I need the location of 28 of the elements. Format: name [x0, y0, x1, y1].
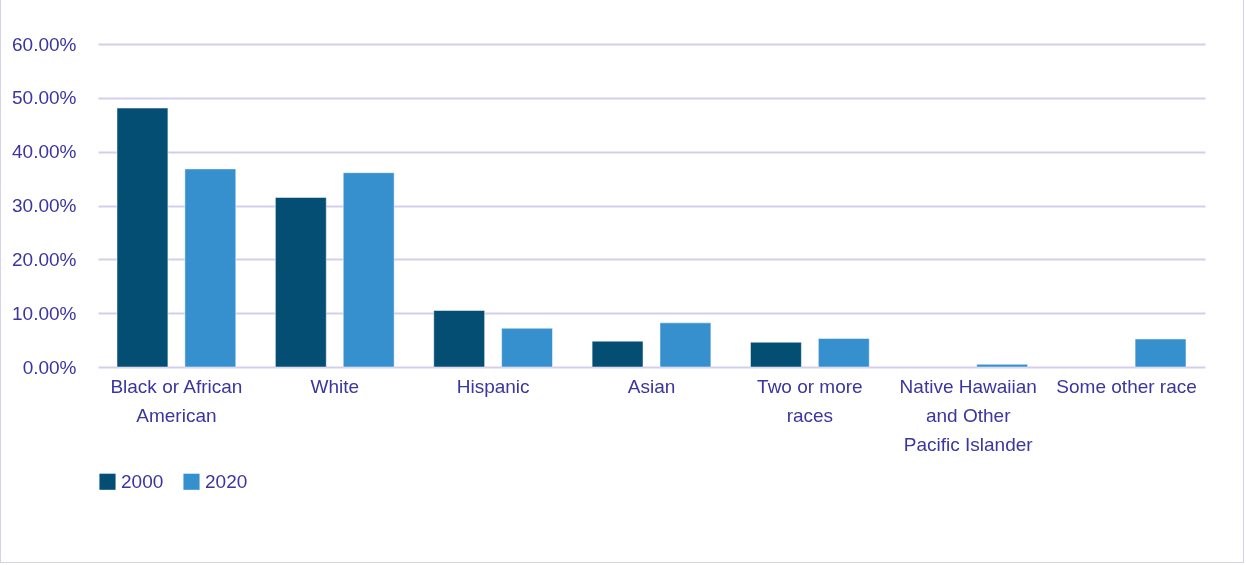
bar [184, 168, 237, 368]
y-tick-label: 0.00% [22, 356, 77, 378]
y-tick-label: 10.00% [12, 302, 77, 324]
y-tick-label: 30.00% [12, 195, 77, 216]
bar [116, 107, 169, 368]
x-tick-label: Native Hawaiian and Other Pacific Islander [899, 375, 1037, 455]
x-tick-label: White [310, 375, 360, 397]
x-tick-label: Some other race [1056, 375, 1197, 397]
bar [750, 341, 802, 368]
bar [818, 338, 870, 368]
x-tick-label: Black or African American [110, 375, 243, 426]
bar [591, 340, 644, 368]
bar [501, 327, 553, 368]
x-tick-label: Hispanic [456, 375, 530, 397]
bar [659, 322, 712, 368]
y-tick-label: 20.00% [12, 248, 77, 270]
legend-label: 2020 [205, 470, 248, 492]
y-tick-label: 50.00% [12, 87, 77, 109]
y-tick-label: 40.00% [12, 141, 77, 163]
bar [976, 364, 1028, 368]
bar [275, 197, 327, 368]
bar [343, 172, 395, 368]
x-tick-label: Two or more races [757, 375, 863, 426]
y-tick-label: 60.00% [12, 33, 77, 55]
bar [1134, 338, 1187, 368]
x-tick-label: Asian [627, 375, 676, 397]
legend-label: 2000 [121, 470, 164, 492]
bar [433, 310, 485, 368]
